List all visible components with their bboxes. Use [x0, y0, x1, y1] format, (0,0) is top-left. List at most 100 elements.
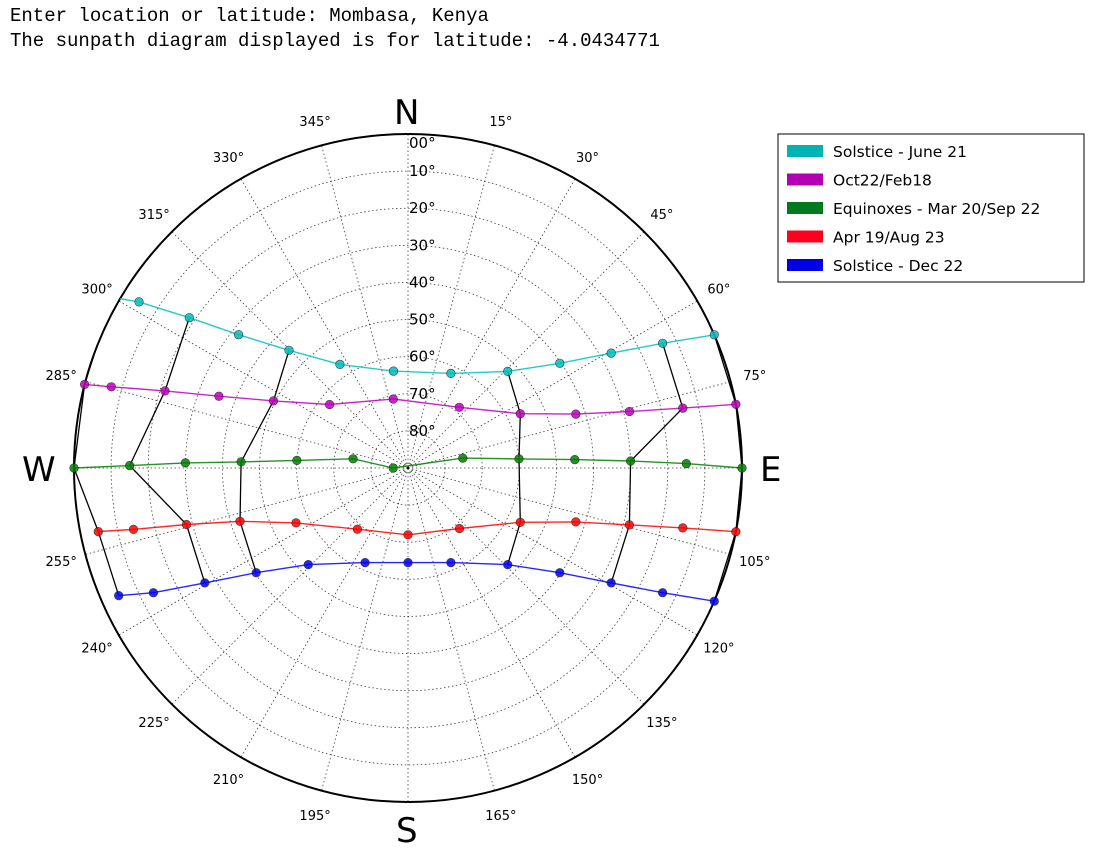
series-0-point-10: [184, 313, 194, 323]
azimuth-label-225: 225°: [138, 716, 169, 731]
hour-line-0: [74, 297, 120, 596]
series-2-point-5: [458, 453, 468, 463]
azimuth-label-30: 30°: [576, 151, 599, 166]
series-group: [69, 296, 747, 606]
series-3-point-7: [352, 524, 363, 534]
altitude-ring-70: [333, 393, 483, 543]
azimuth-label-300: 300°: [81, 283, 112, 298]
legend-swatch-3: [787, 230, 823, 243]
azimuth-label-15: 15°: [489, 115, 512, 130]
series-4-point-11: [148, 588, 158, 598]
hour-line-1: [128, 317, 206, 584]
series-1-point-6: [388, 394, 398, 404]
azimuth-label-345: 345°: [299, 115, 330, 130]
series-0-point-11: [134, 297, 144, 307]
series-2-point-9: [236, 457, 246, 467]
series-4-point-4: [503, 559, 513, 570]
azimuth-label-45: 45°: [650, 208, 673, 223]
altitude-ring-20: [147, 207, 669, 729]
series-2-point-4: [514, 454, 524, 464]
series-4-point-3: [555, 568, 565, 578]
azimuth-label-285: 285°: [46, 369, 77, 384]
cardinal-e: E: [760, 450, 781, 490]
altitude-label-10: 10°: [409, 162, 436, 180]
series-4-point-5: [446, 557, 456, 568]
series-0-point-1: [657, 338, 668, 348]
cardinal-n: N: [394, 93, 419, 133]
azimuth-label-135: 135°: [646, 716, 677, 731]
console-output: Enter location or latitude: Mombasa, Ken…: [10, 4, 660, 54]
azimuth-spoke-105: [407, 467, 731, 555]
series-0-point-7: [335, 359, 345, 370]
series-line-3: [98, 520, 736, 536]
altitude-label-60: 60°: [409, 348, 436, 366]
series-2: [69, 453, 747, 473]
series-1-point-7: [325, 399, 335, 410]
legend-box: [777, 133, 1085, 283]
series-0: [112, 296, 719, 379]
azimuth-spoke-60: [407, 300, 698, 469]
azimuth-spoke-285: [85, 381, 409, 469]
altitude-label-80: 80°: [409, 422, 436, 440]
azimuth-spoke-165: [407, 467, 495, 791]
hour-line-3: [507, 371, 521, 565]
series-4-point-6: [403, 557, 413, 568]
series-1-point-9: [214, 391, 224, 401]
azimuth-label-150: 150°: [572, 773, 603, 788]
azimuth-label-330: 330°: [213, 151, 244, 166]
azimuth-label-240: 240°: [81, 642, 112, 657]
legend-swatch-1: [787, 173, 823, 186]
series-4-point-2: [606, 578, 616, 588]
azimuth-label-120: 120°: [703, 642, 734, 657]
series-4-point-7: [360, 557, 370, 568]
azimuth-label-165: 165°: [485, 809, 516, 824]
series-1-point-11: [106, 382, 116, 392]
series-0-point-0: [709, 330, 719, 340]
series-3: [93, 516, 741, 540]
series-3-point-2: [624, 520, 635, 530]
series-2-point-3: [570, 455, 580, 465]
series-3-point-5: [454, 523, 465, 534]
azimuth-label-210: 210°: [213, 773, 244, 788]
series-1-point-12: [79, 379, 90, 390]
series-1-point-1: [678, 403, 688, 413]
series-4: [114, 557, 719, 606]
altitude-ring-40: [222, 282, 594, 654]
azimuth-label-0: 00°: [409, 134, 436, 152]
series-2-point-8: [292, 455, 302, 466]
legend-label-2: Equinoxes - Mar 20/Sep 22: [833, 200, 1040, 218]
altitude-label-30: 30°: [409, 236, 436, 254]
series-3-point-0: [731, 527, 741, 537]
azimuth-label-75: 75°: [743, 369, 766, 384]
legend-swatch-0: [787, 145, 823, 157]
azimuth-label-315: 315°: [138, 208, 169, 223]
azimuth-spoke-75: [407, 381, 731, 469]
altitude-label-50: 50°: [409, 311, 436, 329]
series-4-point-8: [303, 559, 313, 570]
series-4-point-12: [114, 590, 124, 601]
series-0-point-3: [555, 358, 565, 368]
legend-swatch-4: [787, 259, 823, 271]
series-3-point-3: [571, 517, 581, 527]
series-3-point-4: [515, 517, 525, 527]
series-3-point-12: [93, 526, 103, 537]
series-1-point-2: [624, 406, 635, 417]
latitude-result-line: The sunpath diagram displayed is for lat…: [10, 30, 660, 52]
series-3-point-10: [181, 519, 192, 530]
azimuth-label-105: 105°: [739, 555, 770, 570]
series-2-point-12: [69, 463, 79, 473]
azimuth-spoke-330: [240, 178, 409, 469]
altitude-label-20: 20°: [409, 199, 436, 217]
azimuth-spoke-345: [321, 145, 409, 469]
series-0-point-2: [606, 348, 616, 358]
location-prompt-line: Enter location or latitude: Mombasa, Ken…: [10, 5, 489, 27]
series-1-point-0: [731, 399, 741, 409]
altitude-label-40: 40°: [409, 273, 436, 291]
azimuth-label-60: 60°: [707, 283, 730, 298]
series-2-point-0: [737, 463, 747, 473]
hour-line-5: [713, 334, 742, 602]
series-4-point-0: [709, 596, 719, 606]
legend-label-0: Solstice - June 21: [833, 143, 967, 161]
azimuth-label-255: 255°: [46, 555, 77, 570]
